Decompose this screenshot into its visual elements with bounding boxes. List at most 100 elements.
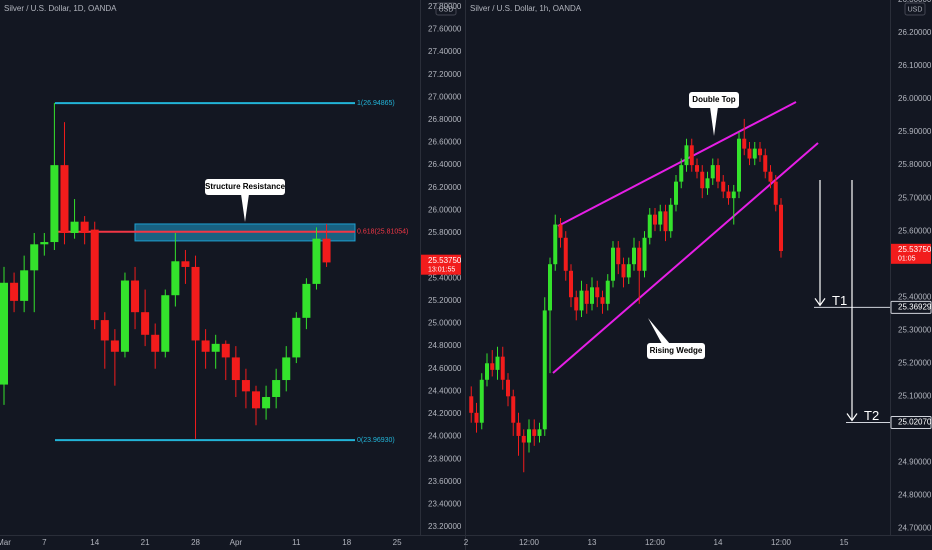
candle-body	[558, 224, 563, 238]
target-price-box	[890, 415, 932, 429]
x-tick-label: 12:00	[645, 538, 666, 547]
candle-body	[731, 191, 736, 199]
target-name: T1	[832, 293, 847, 308]
countdown: 13:01:55	[428, 267, 455, 274]
fib-label: 1(26.94865)	[357, 100, 395, 107]
candle-body	[700, 171, 705, 189]
candle-body	[726, 191, 731, 199]
callout-box	[647, 343, 705, 359]
y-tick-label: 24.00000	[428, 432, 462, 441]
candle-body	[0, 282, 8, 385]
y-tick-label: 25.20000	[428, 296, 462, 305]
candle-body	[679, 165, 684, 182]
candle-body	[521, 435, 526, 443]
countdown: 01:05	[898, 256, 916, 263]
candle-body	[684, 145, 689, 166]
candle-body	[695, 165, 699, 172]
candle-body	[590, 287, 594, 304]
candle-body	[211, 343, 220, 352]
candle-body	[506, 379, 510, 397]
candle-body	[569, 270, 573, 298]
candle-body	[141, 312, 150, 335]
candle-body	[542, 310, 547, 430]
y-tick-label: 25.70000	[898, 193, 932, 202]
candle-body	[272, 380, 281, 398]
candle-body	[110, 340, 119, 352]
candle-body	[241, 380, 250, 392]
target-price-box	[890, 300, 932, 314]
candle-body	[758, 148, 762, 156]
x-tick-label: 12:00	[519, 538, 540, 547]
y-tick-label: 24.90000	[898, 457, 932, 466]
y-tick-label: 25.60000	[898, 226, 932, 235]
y-tick-label: 27.80000	[428, 2, 462, 11]
candle-body	[663, 211, 668, 232]
candle-body	[768, 171, 773, 182]
y-tick-label: 25.40000	[428, 273, 462, 282]
y-tick-label: 27.40000	[428, 47, 462, 56]
x-tick-label: 11	[292, 538, 301, 547]
callout-text: Rising Wedge	[650, 346, 703, 355]
candle-body	[474, 412, 479, 423]
candle-body	[262, 397, 271, 409]
candle-body	[10, 282, 19, 301]
y-tick-label: 23.80000	[428, 454, 462, 463]
candle-body	[721, 181, 726, 192]
candle-body	[231, 357, 240, 381]
y-tick-label: 26.40000	[428, 160, 462, 169]
candle-body	[479, 379, 484, 423]
candle-body	[574, 297, 579, 311]
callout-box	[689, 92, 739, 108]
candle-body	[563, 237, 568, 271]
y-tick-label: 26.20000	[898, 28, 932, 37]
y-tick-label: 26.60000	[428, 138, 462, 147]
y-tick-label: 24.80000	[428, 341, 462, 350]
candle-body	[616, 247, 621, 265]
candle-body	[584, 290, 589, 304]
candle-body	[752, 148, 757, 159]
y-tick-label: 24.20000	[428, 409, 462, 418]
candle-body	[282, 357, 291, 381]
price-label-box	[421, 254, 461, 275]
y-tick-label: 25.80000	[428, 228, 462, 237]
callout-text: Structure Resistance	[205, 182, 286, 191]
y-tick-label: 26.00000	[898, 94, 932, 103]
candle-body	[131, 280, 140, 313]
candle-body	[595, 287, 600, 298]
x-tick-label: 2	[464, 538, 469, 547]
candle-body	[252, 391, 260, 409]
candle-body	[221, 343, 230, 358]
candle-body	[674, 181, 678, 205]
candle-body	[181, 261, 190, 267]
candle-body	[747, 148, 752, 159]
x-tick-label: 7	[42, 538, 47, 547]
y-tick-label: 25.20000	[898, 358, 932, 367]
candle-body	[20, 270, 29, 301]
x-tick-label: 25	[393, 538, 402, 547]
candle-body	[302, 283, 311, 318]
candle-body	[516, 422, 521, 436]
x-tick-label: 14	[90, 538, 99, 547]
y-tick-label: 24.60000	[428, 364, 462, 373]
candle-body	[90, 229, 99, 321]
x-tick-label: 21	[141, 538, 150, 547]
y-tick-label: 24.70000	[898, 524, 932, 533]
candle-body	[653, 214, 657, 225]
y-tick-label: 25.30000	[898, 325, 932, 334]
price-label-box	[891, 243, 931, 264]
trend-line	[552, 142, 819, 374]
chart-title: Silver / U.S. Dollar, 1h, OANDA	[470, 4, 582, 13]
candle-body	[579, 290, 584, 311]
y-tick-label: 24.40000	[428, 386, 462, 395]
candle-body	[490, 363, 495, 370]
candle-body	[779, 204, 783, 251]
candle-body	[527, 429, 531, 443]
callout-box	[205, 179, 285, 195]
candle-body	[201, 340, 210, 352]
candle-body	[647, 214, 652, 238]
candle-body	[100, 320, 109, 341]
x-tick-label: 14	[714, 538, 723, 547]
y-tick-label: 25.00000	[428, 319, 462, 328]
candle-body	[621, 264, 626, 278]
